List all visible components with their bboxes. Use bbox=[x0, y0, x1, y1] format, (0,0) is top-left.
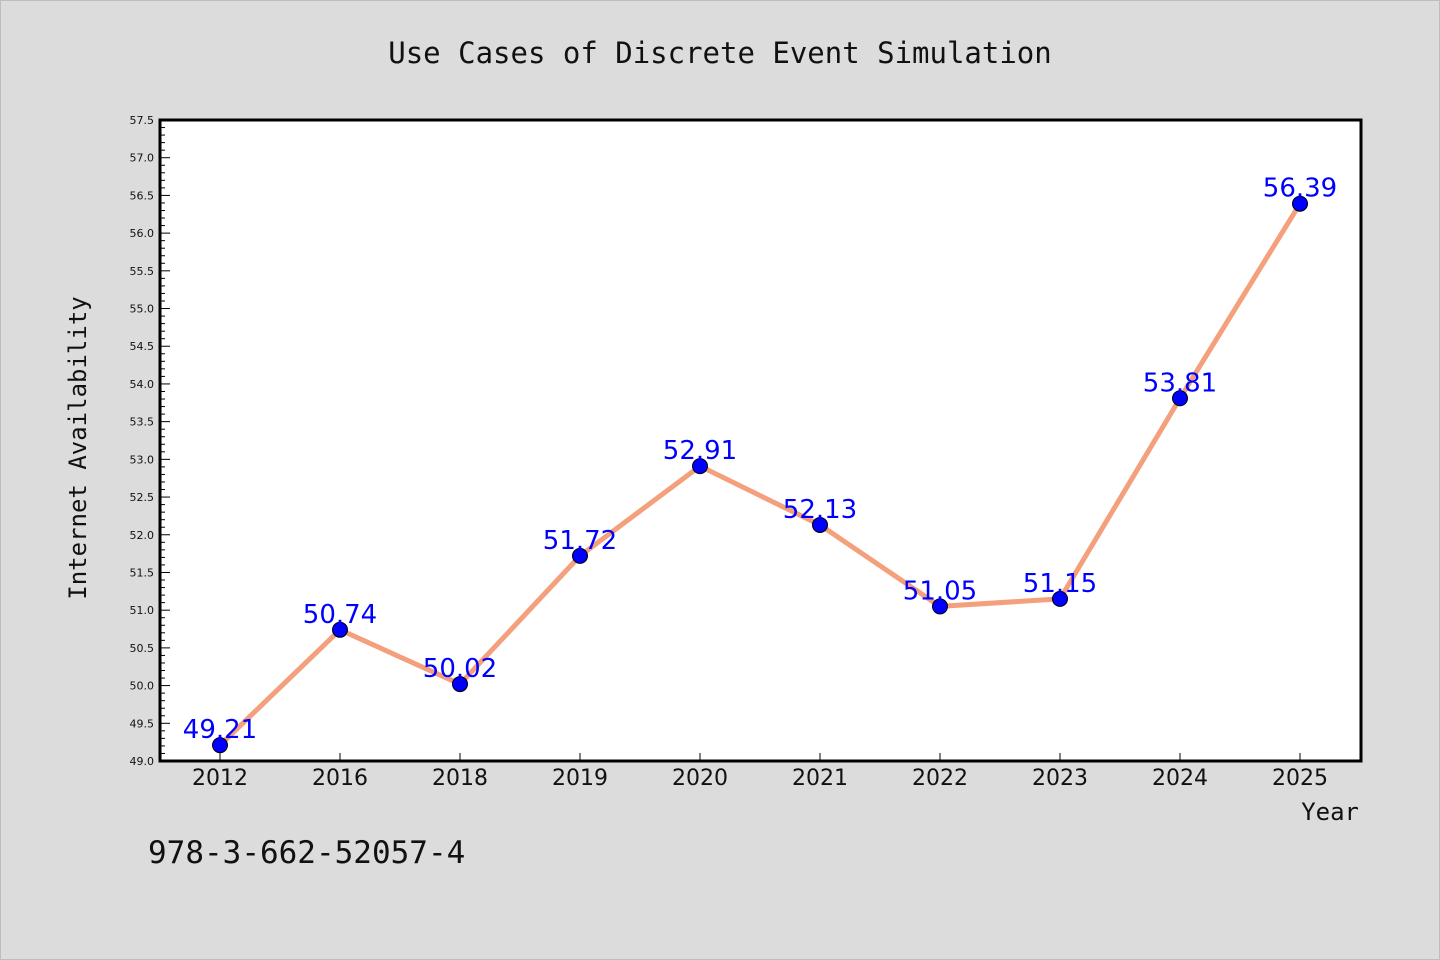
y-tick-label: 54.5 bbox=[130, 340, 155, 353]
y-tick-label: 52.5 bbox=[130, 491, 155, 504]
y-tick-label: 53.0 bbox=[130, 453, 155, 466]
y-tick-label: 50.0 bbox=[130, 680, 155, 693]
x-tick-label: 2019 bbox=[552, 766, 608, 791]
data-point bbox=[812, 516, 828, 533]
x-tick-label: 2025 bbox=[1272, 766, 1328, 791]
data-point bbox=[572, 547, 588, 564]
series-line bbox=[218, 202, 1303, 747]
data-point bbox=[1172, 390, 1188, 407]
x-tick-label: 2020 bbox=[672, 766, 728, 791]
data-point bbox=[212, 737, 228, 754]
y-tick-label: 54.0 bbox=[130, 378, 155, 391]
data-series bbox=[212, 195, 1308, 754]
y-axis: 49.0 49.5 50.0 50.5 51.0 51.5 52.0 52.5 53.0 53.5… bbox=[130, 114, 170, 768]
data-label: 56.39 bbox=[1263, 174, 1337, 204]
y-axis-label: Internet Availability bbox=[64, 296, 92, 599]
y-tick-label: 56.0 bbox=[130, 227, 155, 240]
data-point bbox=[692, 458, 708, 475]
x-tick-label: 2018 bbox=[432, 766, 488, 791]
x-axis: 2012 2016 2018 2019 2020 2021 2022 2023 2024 2025 bbox=[192, 753, 1328, 791]
x-tick-label: 2022 bbox=[912, 766, 968, 791]
data-label: 53.81 bbox=[1143, 368, 1217, 398]
isbn-text: 978-3-662-52057-4 bbox=[148, 835, 465, 871]
data-point bbox=[1292, 195, 1308, 212]
y-tick-label: 50.5 bbox=[130, 642, 155, 655]
y-tick-label: 49.0 bbox=[130, 755, 155, 768]
x-tick-label: 2024 bbox=[1152, 766, 1208, 791]
data-label: 51.72 bbox=[543, 526, 617, 556]
data-point bbox=[1052, 590, 1068, 607]
y-tick-label: 57.0 bbox=[130, 152, 155, 165]
x-axis-label: Year bbox=[1301, 798, 1359, 826]
plot-area bbox=[158, 118, 1363, 763]
y-tick-label: 51.0 bbox=[130, 604, 155, 617]
data-point bbox=[452, 676, 468, 693]
data-label: 51.15 bbox=[1023, 569, 1097, 599]
y-tick-label: 52.0 bbox=[130, 529, 155, 542]
data-point bbox=[932, 598, 948, 615]
x-tick-label: 2012 bbox=[192, 766, 248, 791]
y-tick-label: 56.5 bbox=[130, 189, 155, 202]
data-label: 51.05 bbox=[903, 576, 977, 606]
data-labels: 49.21 50.74 50.02 51.72 52.91 52.13 51.05 51.15… bbox=[183, 174, 1337, 745]
y-tick-label: 55.5 bbox=[130, 265, 155, 278]
data-label: 50.74 bbox=[303, 600, 377, 630]
y-tick-label: 57.5 bbox=[130, 114, 155, 127]
y-tick-label: 51.5 bbox=[130, 566, 155, 579]
data-point bbox=[332, 621, 348, 638]
data-label: 49.21 bbox=[183, 715, 257, 745]
y-tick-label: 49.5 bbox=[130, 717, 155, 730]
data-label: 50.02 bbox=[423, 654, 497, 684]
y-tick-label: 55.0 bbox=[130, 303, 155, 316]
data-label: 52.13 bbox=[783, 495, 857, 525]
x-tick-label: 2023 bbox=[1032, 766, 1088, 791]
x-tick-label: 2016 bbox=[312, 766, 368, 791]
y-tick-label: 53.5 bbox=[130, 416, 155, 429]
x-tick-label: 2021 bbox=[792, 766, 848, 791]
data-label: 52.91 bbox=[663, 436, 737, 466]
chart-title: Use Cases of Discrete Event Simulation bbox=[388, 36, 1051, 70]
